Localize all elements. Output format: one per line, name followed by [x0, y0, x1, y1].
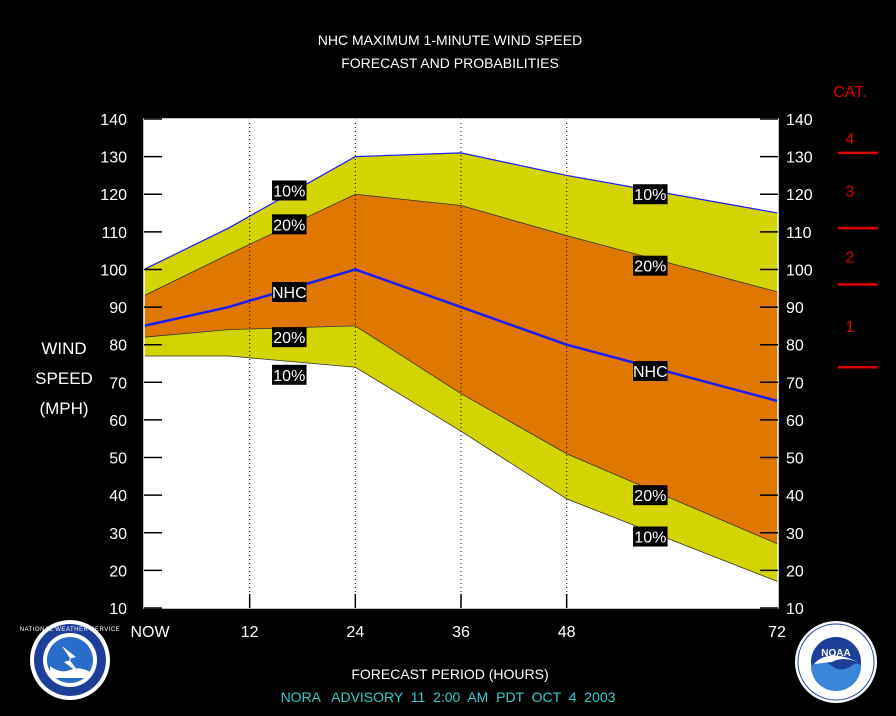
y-axis-label-line1: WIND: [41, 339, 86, 358]
y-tick-label-right: 20: [786, 563, 804, 580]
series-label-bg: [633, 255, 668, 276]
y-tick-label-right: 110: [786, 225, 812, 242]
y-tick-label-right: 30: [786, 526, 804, 543]
category-scale: 1 2 3 4: [838, 131, 878, 369]
series-label: 20%: [634, 488, 666, 505]
noaa-logo-text: NOAA: [821, 648, 850, 659]
category-label: 1: [846, 319, 855, 336]
series-label: 20%: [634, 259, 666, 276]
y-tick-label-left: 140: [100, 112, 127, 129]
x-axis-title: FORECAST PERIOD (HOURS): [351, 666, 548, 682]
series-line-pct-0: [143, 152, 779, 271]
series-label-bg: [272, 180, 307, 201]
series-line-pct-1: [143, 193, 779, 297]
y-tick-label-right: 60: [786, 413, 804, 430]
series-label-bg: [272, 327, 307, 348]
nws-logo: NATIONAL WEATHER SERVICE: [20, 620, 120, 700]
series-label-bg: [633, 526, 668, 547]
nws-logo-text: NATIONAL WEATHER SERVICE: [20, 627, 120, 633]
series-label: NHC: [633, 364, 668, 381]
x-tick-label: 12: [241, 624, 259, 641]
series-label: 20%: [273, 217, 305, 234]
y-tick-label-left: 10: [109, 601, 127, 618]
band-20-percent: [144, 194, 778, 545]
series-label: 10%: [273, 368, 305, 385]
y-axis-label-line2: SPEED: [35, 369, 93, 388]
y-tick-label-right: 70: [786, 375, 804, 392]
chart-title-line2: FORECAST AND PROBABILITIES: [341, 55, 559, 71]
series-label: 10%: [634, 187, 666, 204]
y-axis-right: 10 20 30 40 50 60 70 80 90 100 110 120 130 140: [760, 112, 813, 618]
series-label: NHC: [272, 285, 307, 302]
series-label-bg: [633, 485, 668, 506]
y-tick-label-right: 130: [786, 150, 813, 167]
chart-title-line1: NHC MAXIMUM 1-MINUTE WIND SPEED: [318, 32, 582, 48]
y-tick-label-right: 40: [786, 488, 804, 505]
y-tick-label-right: 80: [786, 338, 804, 355]
series-label-bg: [633, 361, 668, 382]
y-tick-label-right: 10: [786, 601, 804, 618]
y-tick-label-left: 80: [109, 338, 127, 355]
y-tick-label-left: 110: [101, 225, 127, 242]
series-label-bg: [272, 282, 307, 303]
x-tick-label: 36: [452, 624, 470, 641]
y-tick-label-right: 100: [786, 262, 813, 279]
series-label: 10%: [273, 183, 305, 200]
x-tick-label: NOW: [130, 624, 170, 641]
series-label-bg: [633, 184, 668, 205]
y-tick-label-left: 50: [109, 451, 127, 468]
x-tick-label: 72: [768, 624, 786, 641]
series-label-bg: [272, 214, 307, 235]
y-tick-label-right: 120: [786, 187, 813, 204]
y-tick-label-left: 130: [100, 150, 127, 167]
y-tick-label-left: 40: [109, 488, 127, 505]
plot-area: 10% 20% NHC 20% 10% 10% 20% NHC 20% 10%: [143, 118, 779, 609]
x-tick-label: 24: [346, 624, 364, 641]
y-tick-label-left: 70: [109, 375, 127, 392]
y-tick-label-left: 60: [109, 413, 127, 430]
category-label: 2: [846, 249, 855, 266]
y-tick-label-left: 90: [109, 300, 127, 317]
advisory-text: NORA ADVISORY 11 2:00 AM PDT OCT 4 2003: [281, 689, 616, 705]
y-tick-label-left: 120: [100, 187, 127, 204]
category-label: 3: [846, 183, 855, 200]
series-label-bg: [272, 364, 307, 385]
x-axis: NOW 12 24 36 48 72: [130, 594, 786, 641]
y-axis-left: 10 20 30 40 50 60 70 80 90 100 110 120 130 140: [100, 112, 162, 618]
series-line-pct-4: [144, 355, 779, 583]
x-tick-label: 48: [558, 624, 576, 641]
y-tick-label-right: 90: [786, 300, 804, 317]
series-label: 20%: [273, 330, 305, 347]
y-tick-label-left: 30: [109, 526, 127, 543]
y-tick-label-left: 100: [100, 262, 127, 279]
noaa-logo: NOAA: [795, 621, 877, 703]
y-tick-label-left: 20: [109, 563, 127, 580]
category-label: 4: [846, 131, 855, 148]
lightning-icon: [62, 646, 80, 674]
y-axis-label-line3: (MPH): [39, 399, 88, 418]
noaa-bird-icon: [814, 655, 858, 664]
y-tick-label-right: 140: [786, 112, 813, 129]
category-title: CAT.: [833, 84, 866, 101]
y-tick-label-right: 50: [786, 451, 804, 468]
series-label: 10%: [634, 530, 666, 547]
series-line-pct-3: [143, 325, 779, 545]
series-line-nhc: [143, 268, 779, 403]
